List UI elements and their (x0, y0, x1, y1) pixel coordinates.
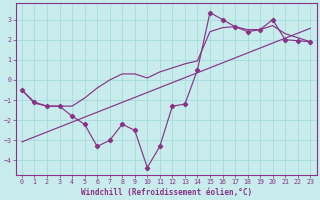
X-axis label: Windchill (Refroidissement éolien,°C): Windchill (Refroidissement éolien,°C) (81, 188, 252, 197)
